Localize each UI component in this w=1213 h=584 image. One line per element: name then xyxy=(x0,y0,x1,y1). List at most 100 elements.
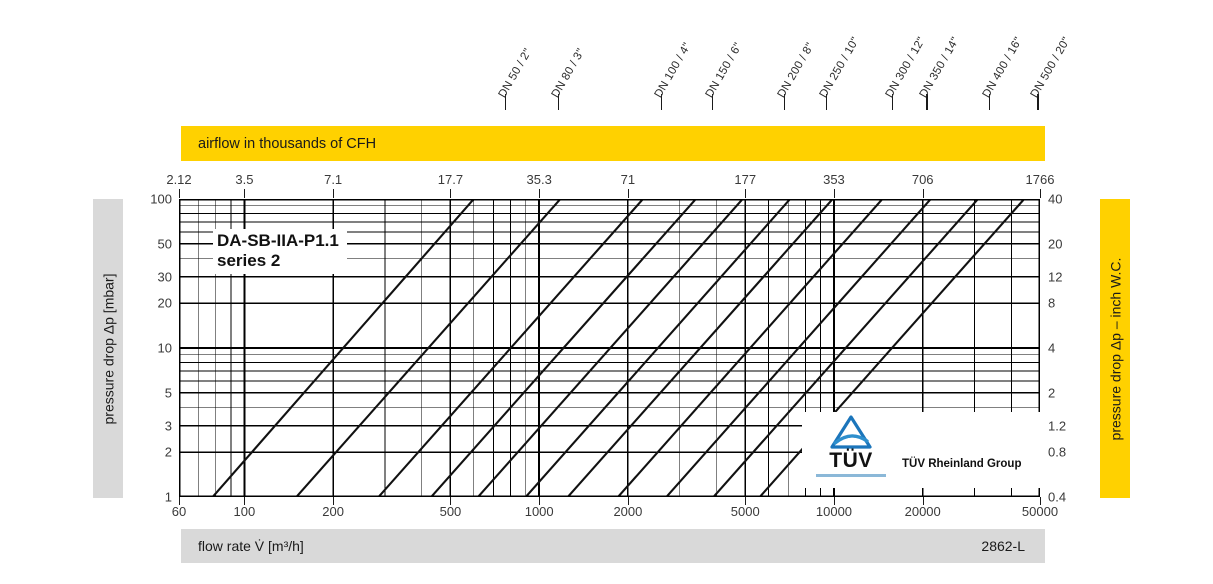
curve-6 xyxy=(566,199,835,497)
top-axis-tickmark-9 xyxy=(1040,189,1041,198)
bottom-axis-tick-2: 200 xyxy=(322,504,344,519)
top-axis-tick-9: 1766 xyxy=(1025,172,1055,187)
right-axis-tick-4: 4 xyxy=(1048,340,1056,356)
left-axis-tick-7: 2 xyxy=(164,444,172,460)
dn-label-3: DN 150 / 6" xyxy=(703,40,745,100)
flow-rate-label: flow rate V̇ [m³/h] xyxy=(198,538,304,554)
top-axis-tick-6: 177 xyxy=(734,172,757,187)
airflow-banner: airflow in thousands of CFH xyxy=(181,126,1045,161)
right-axis-tick-3: 8 xyxy=(1048,295,1056,311)
dn-tick-3 xyxy=(712,94,713,110)
bottom-axis-tickmark-5 xyxy=(627,497,629,505)
left-axis-tick-4: 10 xyxy=(157,340,172,356)
top-axis-tickmark-5 xyxy=(627,189,629,198)
curve-4 xyxy=(476,199,745,497)
dn-tick-1 xyxy=(558,94,559,110)
top-axis-tickmark-2 xyxy=(333,189,335,198)
dn-tick-4 xyxy=(784,94,785,110)
curve-5 xyxy=(524,199,792,497)
bottom-axis-tickmark-0 xyxy=(179,497,180,505)
left-axis-tick-3: 20 xyxy=(157,295,172,311)
dn-tick-0 xyxy=(505,94,506,110)
bottom-axis-tick-1: 100 xyxy=(233,504,256,519)
bottom-axis-tick-0: 60 xyxy=(171,504,187,519)
curve-9 xyxy=(712,199,980,497)
top-axis-tick-5: 71 xyxy=(620,172,636,187)
dn-label-4: DN 200 / 8" xyxy=(775,40,817,100)
dn-label-9: DN 500 / 20" xyxy=(1028,35,1073,100)
dn-label-0: DN 50 / 2" xyxy=(496,46,535,100)
top-axis-tickmark-3 xyxy=(450,189,452,198)
bottom-axis-tick-5: 2000 xyxy=(613,504,643,519)
top-axis-tick-4: 35.3 xyxy=(526,172,552,187)
bottom-axis-tickmark-4 xyxy=(539,497,541,505)
bottom-axis-tickmark-2 xyxy=(333,497,335,505)
top-axis-tickmark-0 xyxy=(179,189,180,198)
bottom-axis-tickmark-7 xyxy=(833,497,835,505)
bottom-axis-tick-8: 20000 xyxy=(904,504,941,519)
dn-tick-6 xyxy=(892,94,893,110)
bottom-axis-tickmark-3 xyxy=(450,497,452,505)
left-axis-tick-6: 3 xyxy=(164,418,172,434)
top-axis-tick-2: 7.1 xyxy=(324,172,343,187)
right-axis-tick-2: 12 xyxy=(1048,269,1063,285)
left-axis-title: pressure drop Δp [mbar] xyxy=(100,273,117,424)
right-axis-tick-8: 0.4 xyxy=(1048,489,1067,505)
chart-title-box: DA-SB-IIA-P1.1 series 2 xyxy=(213,229,347,275)
dn-label-8: DN 400 / 16" xyxy=(980,35,1025,100)
dn-tick-5 xyxy=(826,94,827,110)
dn-label-5: DN 250 / 10" xyxy=(817,35,862,100)
dn-label-2: DN 100 / 4" xyxy=(652,40,694,100)
tuv-mark: TÜV xyxy=(814,414,888,477)
right-axis-tick-5: 2 xyxy=(1048,385,1056,401)
curve-7 xyxy=(616,199,884,497)
dn-tick-7 xyxy=(926,94,928,110)
bottom-axis-tick-7: 10000 xyxy=(815,504,853,519)
top-axis-tick-3: 17.7 xyxy=(437,172,464,187)
left-axis-tick-0: 100 xyxy=(150,191,172,207)
bottom-axis-tick-4: 1000 xyxy=(524,504,554,519)
tuv-certification-logo: TÜV TÜV Rheinland Group xyxy=(802,412,1042,488)
left-axis-tick-2: 30 xyxy=(157,269,172,285)
bottom-axis-tickmark-8 xyxy=(922,497,924,505)
airflow-banner-label: airflow in thousands of CFH xyxy=(198,135,377,152)
left-axis-tick-5: 5 xyxy=(164,385,172,401)
chart-title-line1: DA-SB-IIA-P1.1 xyxy=(217,231,339,250)
top-axis-tick-7: 353 xyxy=(823,172,845,187)
plot-frame xyxy=(179,199,1040,497)
right-axis-tick-6: 1.2 xyxy=(1048,418,1067,434)
tuv-group-label: TÜV Rheinland Group xyxy=(902,458,1022,470)
curve-10 xyxy=(758,199,1026,497)
bottom-axis-tick-6: 5000 xyxy=(730,504,760,519)
curve-3 xyxy=(429,199,698,497)
top-axis-tickmark-4 xyxy=(539,189,541,198)
tuv-triangle-icon xyxy=(830,415,872,449)
dn-label-1: DN 80 / 3" xyxy=(549,46,588,100)
curve-8 xyxy=(664,199,933,497)
left-axis-title-bar: pressure drop Δp [mbar] xyxy=(93,199,123,498)
tuv-wordmark: TÜV xyxy=(829,449,873,472)
left-axis-tick-1: 50 xyxy=(157,236,172,252)
right-axis-tick-7: 0.8 xyxy=(1048,444,1067,460)
curve-1 xyxy=(294,199,562,497)
right-axis-tick-0: 40 xyxy=(1048,191,1063,207)
top-axis-tickmark-7 xyxy=(833,189,835,198)
top-axis-tick-1: 3.5 xyxy=(235,172,254,187)
chart-title-line2: series 2 xyxy=(217,251,281,271)
bottom-axis-tick-9: 50000 xyxy=(1021,504,1059,519)
top-axis-tickmark-6 xyxy=(745,189,747,198)
right-axis-title: pressure drop Δp – inch W.C. xyxy=(1107,257,1123,440)
top-axis-tick-0: 2.12 xyxy=(166,172,192,187)
top-axis-tickmark-8 xyxy=(922,189,924,198)
bottom-axis-tickmark-1 xyxy=(244,497,246,505)
bottom-axis-tick-3: 500 xyxy=(439,504,462,519)
bottom-axis-tickmark-6 xyxy=(745,497,747,505)
curve-0 xyxy=(211,199,476,497)
dn-tick-8 xyxy=(989,94,990,110)
curve-2 xyxy=(377,199,645,497)
left-axis-tick-8: 1 xyxy=(164,489,172,505)
right-axis-title-bar: pressure drop Δp – inch W.C. xyxy=(1100,199,1130,498)
document-code-label: 2862-L xyxy=(981,538,1025,554)
tuv-underline xyxy=(816,474,886,477)
